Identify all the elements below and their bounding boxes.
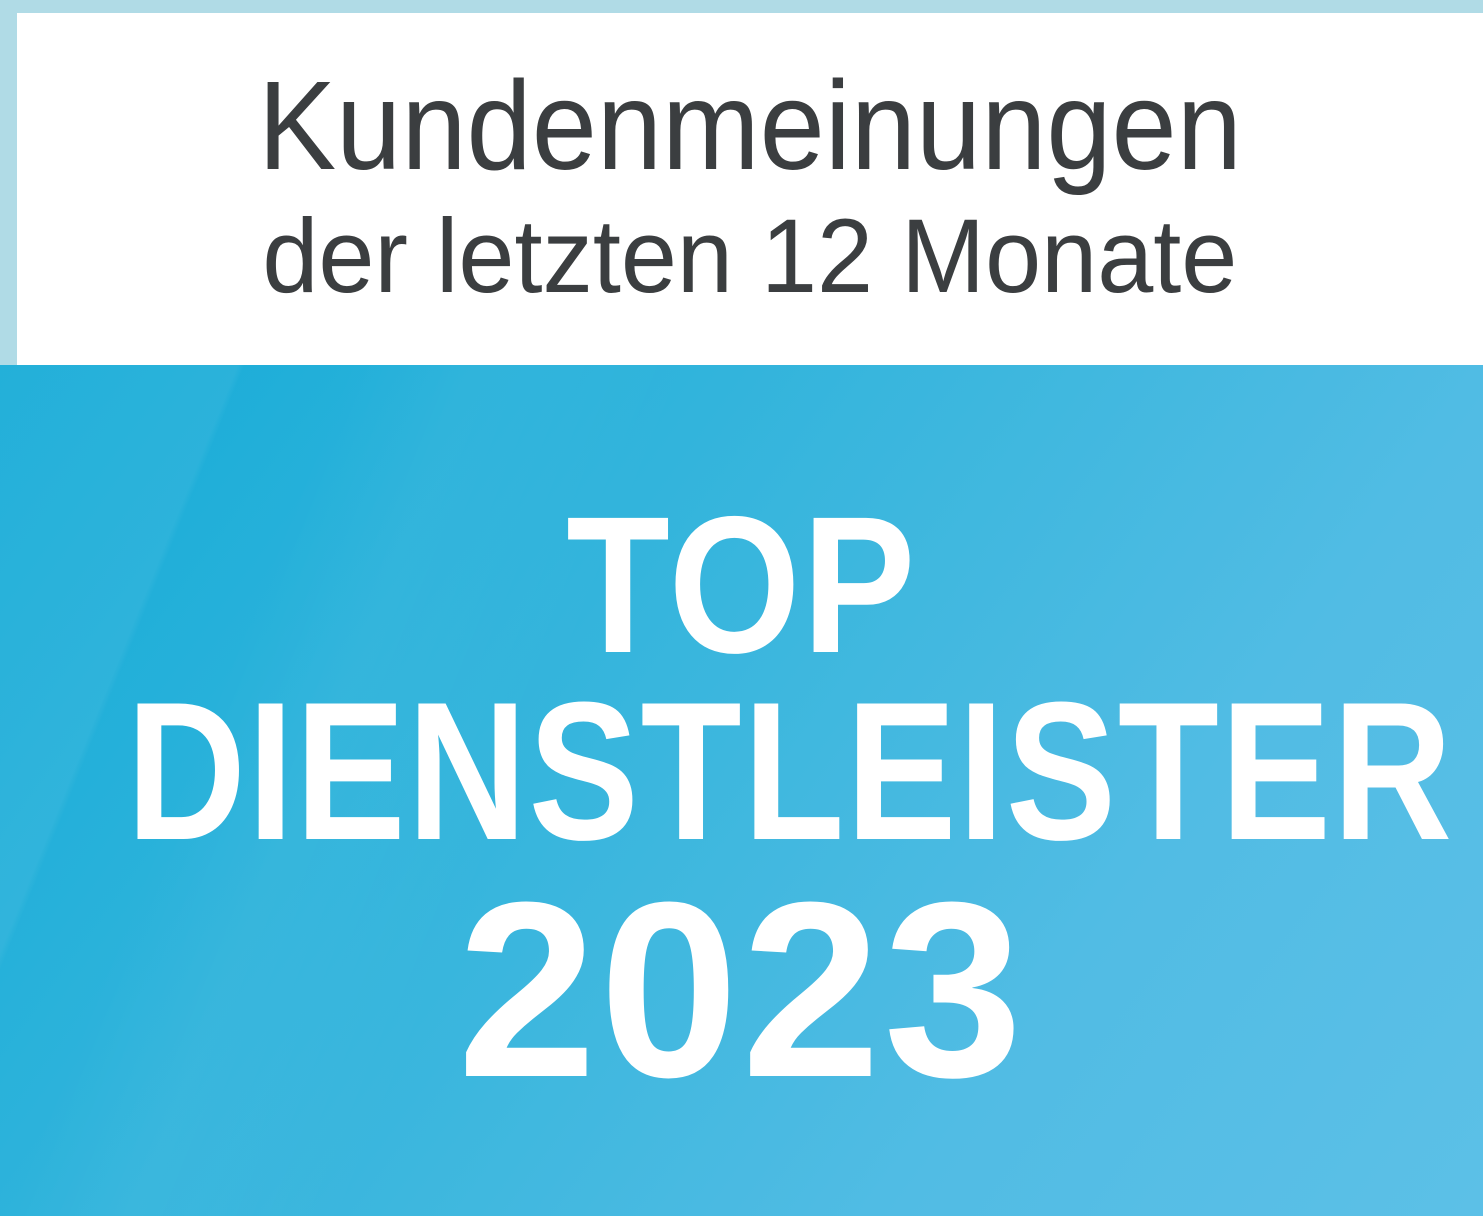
award-line-dienstleister-text: DIENSTLEISTER xyxy=(126,661,1454,881)
header-title-text: Kundenmeinungen xyxy=(258,55,1242,196)
seal-border-left xyxy=(0,0,17,365)
award-line-top: TOP xyxy=(0,488,1483,683)
award-panel: TOP DIENSTLEISTER 2023 xyxy=(0,365,1483,1216)
header-subtitle-text: der letzten 12 Monate xyxy=(262,198,1238,315)
header-subtitle: der letzten 12 Monate xyxy=(17,204,1483,309)
award-line-top-text: TOP xyxy=(566,476,917,694)
seal-border-top xyxy=(0,0,1483,13)
award-line-dienstleister: DIENSTLEISTER xyxy=(0,673,1483,870)
header-title: Kundenmeinungen xyxy=(17,63,1483,189)
header-panel: Kundenmeinungen der letzten 12 Monate xyxy=(17,13,1483,365)
award-year: 2023 xyxy=(0,865,1483,1115)
award-year-text: 2023 xyxy=(457,850,1026,1129)
